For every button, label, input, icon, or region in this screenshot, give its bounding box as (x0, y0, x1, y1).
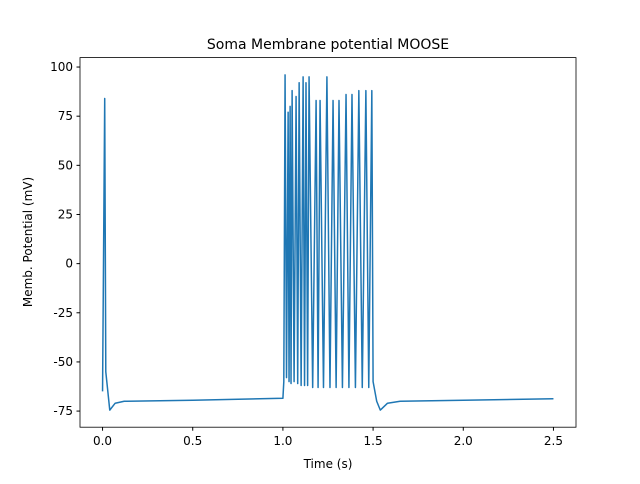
x-tick-label: 1.0 (273, 434, 292, 448)
plot-frame (79, 57, 577, 428)
x-axis-label: Time (s) (303, 457, 353, 471)
y-tick-label: 100 (50, 60, 73, 74)
y-axis-label: Memb. Potential (mV) (21, 177, 35, 307)
x-tick-label: 1.5 (364, 434, 383, 448)
line-series (101, 74, 554, 411)
x-tick-label: 0.0 (93, 434, 112, 448)
y-tick-label: 75 (58, 109, 73, 123)
x-tick-label: 2.5 (544, 434, 563, 448)
y-tick-label: 0 (65, 257, 73, 271)
chart-title: Soma Membrane potential MOOSE (207, 37, 449, 53)
y-tick-label: 25 (58, 207, 73, 221)
y-tick-label: -75 (53, 404, 73, 418)
y-tick-label: 50 (58, 158, 73, 172)
y-tick-label: -50 (53, 355, 73, 369)
y-tick-label: -25 (53, 306, 73, 320)
x-tick-label: 0.5 (183, 434, 202, 448)
x-tick-label: 2.0 (454, 434, 473, 448)
